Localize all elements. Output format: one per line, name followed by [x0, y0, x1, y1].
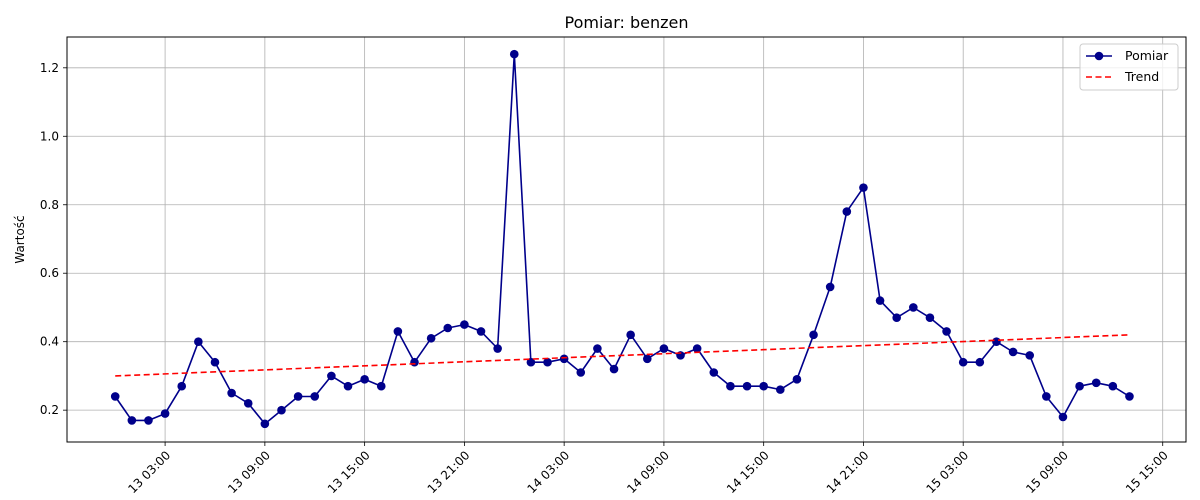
pomiar-point	[443, 323, 453, 333]
legend-trend-label: Trend	[1124, 69, 1159, 84]
pomiar-point	[842, 207, 852, 216]
pomiar-point	[875, 296, 885, 305]
pomiar-point	[460, 320, 469, 329]
pomiar-point	[975, 357, 985, 367]
pomiar-point	[543, 357, 552, 367]
pomiar-point	[892, 313, 901, 323]
pomiar-point	[360, 375, 369, 384]
pomiar-point	[509, 49, 519, 59]
pomiar-point	[859, 183, 868, 192]
pomiar-point	[1091, 378, 1101, 388]
y-tick-label: 0.8	[40, 198, 59, 212]
trend-line	[115, 334, 1130, 377]
pomiar-point	[1008, 347, 1018, 357]
pomiar-point	[659, 344, 669, 353]
pomiar-point	[1108, 381, 1118, 391]
pomiar-point	[1125, 392, 1134, 401]
pomiar-point	[376, 381, 386, 391]
pomiar-point	[776, 385, 785, 394]
pomiar-point	[742, 381, 752, 391]
pomiar-point	[1025, 351, 1035, 360]
pomiar-point	[243, 399, 253, 408]
pomiar-point	[526, 357, 536, 367]
pomiar-point	[1042, 392, 1051, 401]
legend-pomiar-label: Pomiar	[1125, 48, 1169, 63]
pomiar-point	[759, 381, 768, 391]
pomiar-point	[410, 357, 419, 367]
pomiar-point	[1075, 381, 1084, 391]
pomiar-point	[792, 375, 802, 384]
pomiar-point	[144, 416, 153, 425]
pomiar-point	[642, 354, 652, 364]
pomiar-point	[227, 388, 236, 398]
pomiar-point	[709, 368, 719, 377]
y-tick-label: 0.2	[40, 403, 59, 417]
pomiar-point	[260, 419, 270, 429]
pomiar-point	[942, 327, 951, 336]
pomiar-point	[909, 303, 918, 312]
legend: Pomiar Trend	[1079, 43, 1179, 91]
y-axis-ticks: 0.2 0.4 0.6 0.8 1.0 1.2	[40, 61, 67, 417]
pomiar-point	[177, 381, 187, 391]
pomiar-point	[958, 357, 968, 367]
pomiar-point	[277, 405, 286, 415]
plot-frame	[66, 36, 1187, 443]
pomiar-point	[726, 381, 735, 391]
pomiar-point	[1058, 412, 1068, 422]
pomiar-point	[626, 330, 635, 340]
pomiar-point	[310, 392, 320, 401]
pomiar-point	[925, 313, 935, 323]
pomiar-point	[343, 381, 353, 391]
pomiar-point	[194, 337, 203, 346]
pomiar-point	[825, 282, 835, 292]
pomiar-point	[493, 344, 502, 353]
pomiar-point	[559, 354, 569, 364]
pomiar-point	[210, 357, 220, 367]
pomiar-point	[327, 371, 336, 381]
pomiar-point	[609, 364, 619, 374]
series-layer	[110, 49, 1134, 429]
pomiar-point	[576, 368, 586, 377]
y-tick-label: 0.6	[40, 266, 59, 280]
pomiar-point	[476, 327, 486, 336]
y-axis-label: Wartość	[13, 215, 27, 263]
pomiar-point	[809, 330, 818, 340]
pomiar-point	[593, 344, 602, 353]
y-tick-label: 1.0	[40, 129, 59, 143]
pomiar-point	[293, 392, 303, 401]
pomiar-point	[393, 327, 403, 336]
y-tick-label: 1.2	[40, 61, 59, 75]
pomiar-point	[426, 333, 436, 343]
chart-title: Pomiar: benzen	[565, 13, 689, 32]
y-tick-label: 0.4	[40, 335, 59, 349]
pomiar-point	[160, 409, 170, 418]
pomiar-point	[110, 392, 120, 401]
pomiar-point	[692, 344, 702, 353]
legend-pomiar-marker	[1094, 51, 1104, 61]
pomiar-point	[127, 416, 137, 425]
pomiar-point	[992, 337, 1001, 346]
